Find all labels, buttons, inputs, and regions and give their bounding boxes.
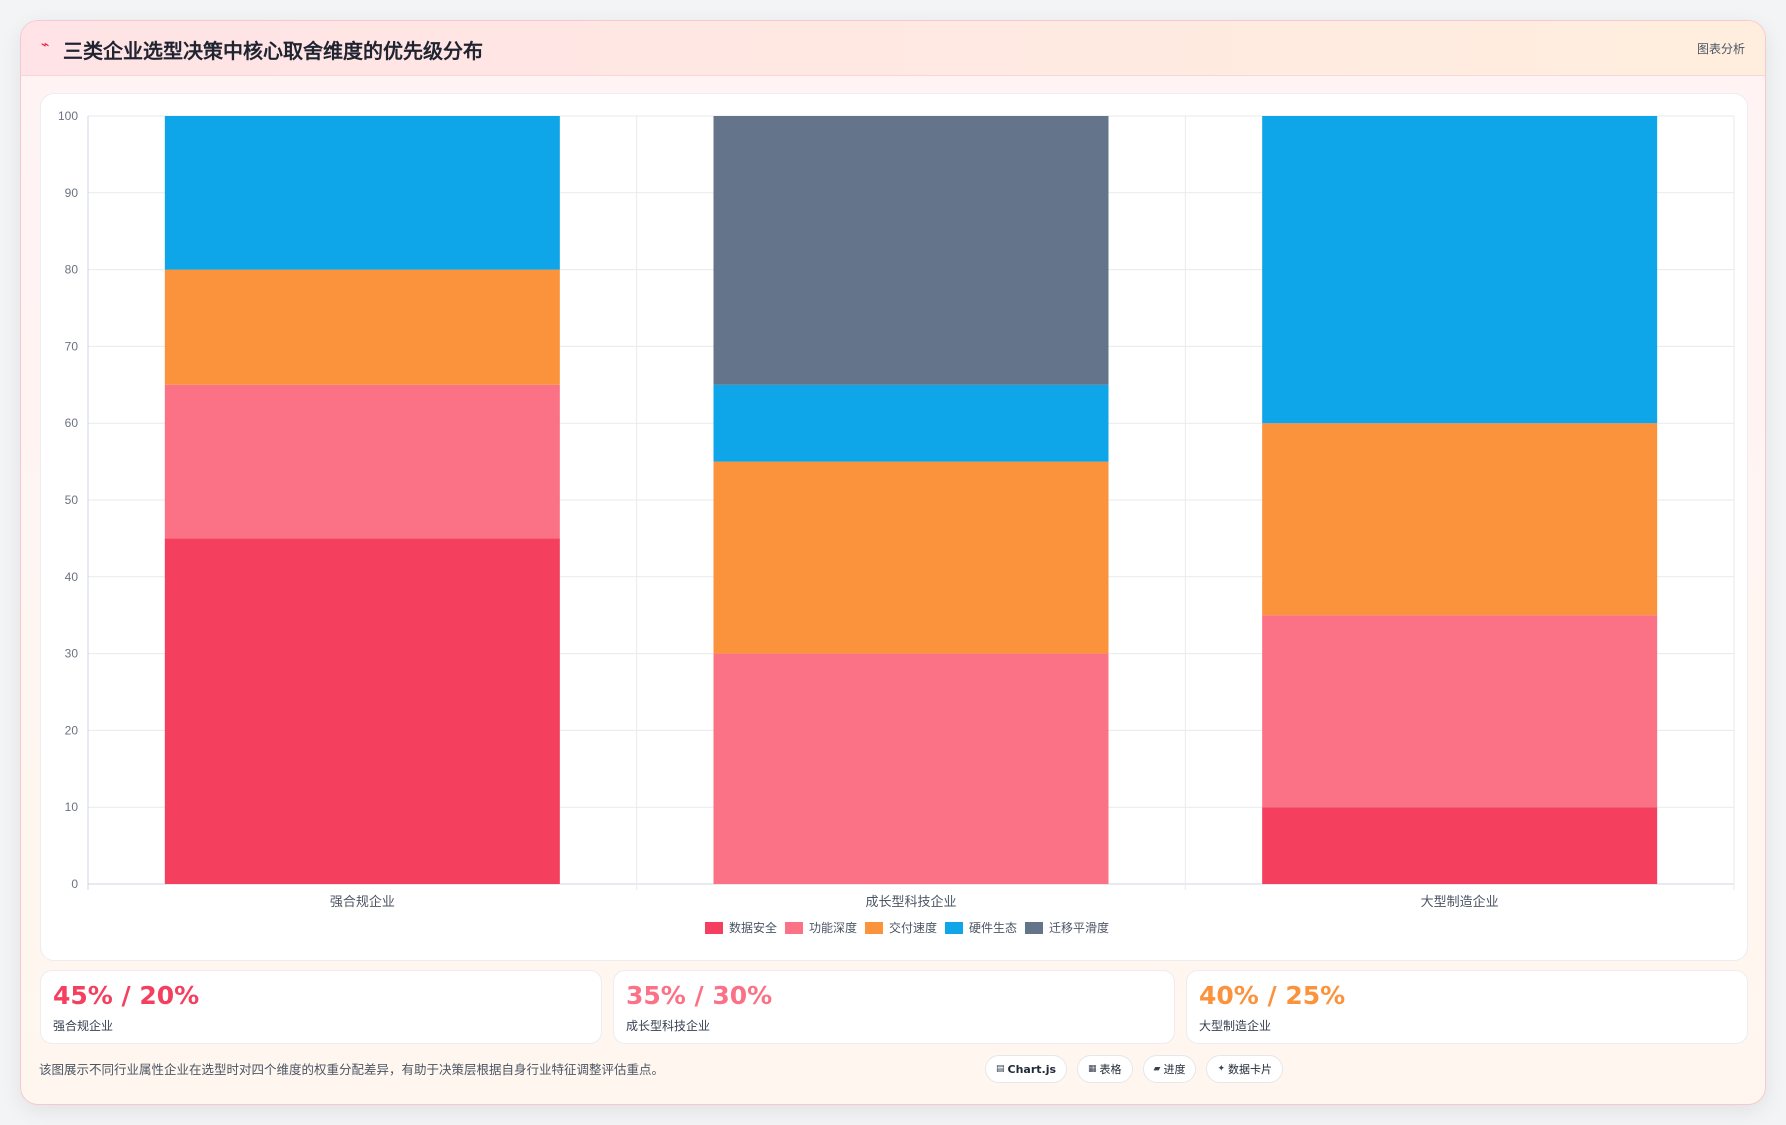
y-tick-label: 10 — [65, 800, 79, 814]
stat-value: 35% / 30% — [626, 981, 773, 1010]
legend-label[interactable]: 交付速度 — [889, 920, 937, 935]
stat-card-1: 45% / 20% 强合规企业 — [40, 970, 602, 1044]
chip-row: ▤ Chart.js ▦ 表格 ▰ 进度 ✦ 数据卡片 — [985, 1055, 1284, 1083]
legend-label[interactable]: 功能深度 — [809, 920, 857, 935]
chip-label: 进度 — [1163, 1063, 1186, 1076]
stat-value: 45% / 20% — [53, 981, 200, 1010]
chart-card: ⌁ 三类企业选型决策中核心取舍维度的优先级分布 图表分析 0 10 20 30 40 50… — [20, 20, 1766, 1105]
y-tick-label: 30 — [65, 647, 79, 661]
x-tick-label: 成长型科技企业 — [865, 894, 956, 909]
bar-segment[interactable] — [1262, 807, 1658, 884]
chart-panel: 0 10 20 30 40 50 60 70 80 90 100 强合规企业 成长型科技企业 大型制造企业… — [40, 93, 1748, 961]
bar-segment[interactable] — [713, 116, 1109, 385]
bar-segment[interactable] — [164, 538, 560, 884]
legend-label[interactable]: 数据安全 — [729, 920, 777, 935]
chip-chartjs[interactable]: ▤ Chart.js — [985, 1055, 1068, 1083]
bar-segment[interactable] — [713, 461, 1109, 654]
stat-value: 40% / 25% — [1199, 981, 1346, 1010]
legend-label[interactable]: 迁移平滑度 — [1049, 920, 1109, 935]
table-icon: ▦ — [1088, 1064, 1097, 1074]
chip-data-card[interactable]: ✦ 数据卡片 — [1206, 1055, 1284, 1083]
chart-analysis-button[interactable]: 图表分析 — [1696, 42, 1745, 56]
bar-segment[interactable] — [1262, 423, 1658, 616]
x-tick-label: 强合规企业 — [330, 894, 395, 909]
chip-label: 数据卡片 — [1228, 1063, 1273, 1076]
bar-segment[interactable] — [164, 384, 560, 539]
database-icon: ▤ — [996, 1064, 1005, 1074]
page-title: 三类企业选型决策中核心取舍维度的优先级分布 — [63, 39, 483, 63]
bar-segment[interactable] — [1262, 116, 1658, 424]
legend-swatch — [785, 922, 803, 934]
y-tick-label: 70 — [65, 339, 79, 353]
sparkle-icon: ✦ — [1217, 1064, 1226, 1074]
y-tick-label: 40 — [65, 570, 79, 584]
legend-swatch — [705, 922, 723, 934]
stat-card-3: 40% / 25% 大型制造企业 — [1186, 970, 1748, 1044]
chip-progress[interactable]: ▰ 进度 — [1142, 1055, 1197, 1083]
chart-line-icon: ⌁ — [41, 37, 50, 53]
bar-segment[interactable] — [164, 269, 560, 385]
y-tick-label: 50 — [65, 493, 79, 507]
bar-segment[interactable] — [164, 116, 560, 270]
y-tick-label: 80 — [65, 263, 79, 277]
legend-swatch — [945, 922, 963, 934]
progress-icon: ▰ — [1153, 1064, 1161, 1074]
y-tick-label: 0 — [71, 877, 78, 891]
bar-segment[interactable] — [713, 653, 1109, 884]
y-tick-label: 60 — [65, 416, 79, 430]
x-tick-label: 大型制造企业 — [1421, 894, 1499, 909]
legend-swatch — [1025, 922, 1043, 934]
stat-card-2: 35% / 30% 成长型科技企业 — [613, 970, 1175, 1044]
stat-label: 大型制造企业 — [1199, 1019, 1272, 1033]
y-tick-label: 20 — [65, 723, 79, 737]
chip-table[interactable]: ▦ 表格 — [1077, 1055, 1133, 1083]
card-header: ⌁ 三类企业选型决策中核心取舍维度的优先级分布 图表分析 — [21, 21, 1765, 76]
chip-label: Chart.js — [1007, 1062, 1057, 1076]
chart-description: 该图展示不同行业属性企业在选型时对四个维度的权重分配差异，有助于决策层根据自身行… — [39, 1062, 665, 1077]
legend-label[interactable]: 硬件生态 — [969, 921, 1017, 935]
legend-swatch — [865, 922, 883, 934]
y-tick-label: 100 — [58, 109, 78, 123]
bar-segment[interactable] — [1262, 615, 1658, 808]
chip-label: 表格 — [1099, 1063, 1122, 1076]
bar-segment[interactable] — [713, 384, 1109, 462]
y-tick-label: 90 — [65, 186, 79, 200]
stat-label: 成长型科技企业 — [626, 1019, 711, 1033]
stat-label: 强合规企业 — [53, 1019, 114, 1033]
stacked-bar-chart: 0 10 20 30 40 50 60 70 80 90 100 强合规企业 成长型科技企业 大型制造企业… — [58, 109, 1735, 935]
